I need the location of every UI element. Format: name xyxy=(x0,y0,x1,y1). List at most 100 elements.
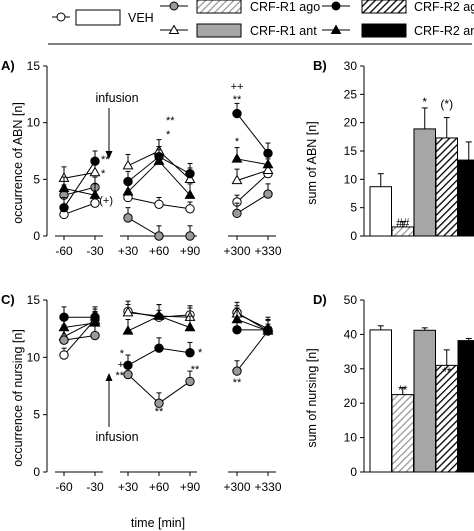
data-point xyxy=(184,321,196,332)
bar-4 xyxy=(457,159,474,237)
series-line xyxy=(127,160,191,196)
infusion-label-top: infusion xyxy=(95,91,138,105)
annotation-c-1: + xyxy=(118,359,124,371)
annotation-a-2: ** xyxy=(166,115,175,127)
y-tick-label: 50 xyxy=(344,293,358,307)
data-point xyxy=(185,231,195,241)
legend-r2ago-label: CRF-R2 ago xyxy=(414,0,474,14)
x-tick-label: -30 xyxy=(86,480,104,494)
y-tick-label: 20 xyxy=(344,396,358,410)
annotation-c-3: ** xyxy=(155,406,164,418)
data-point xyxy=(89,166,101,177)
y-tick-label: 10 xyxy=(344,431,358,445)
infusion-arrowhead-top-icon xyxy=(105,151,113,159)
annotation-c-5: ** xyxy=(191,364,200,376)
data-point xyxy=(122,159,134,170)
annotation-a-4: (+) xyxy=(99,195,113,207)
legend-r1ago-marker-icon xyxy=(169,1,179,11)
annotation-c-4: * xyxy=(198,347,203,359)
data-point xyxy=(263,189,273,199)
y-tick-label: 15 xyxy=(27,293,41,307)
series-r2ant xyxy=(58,304,274,335)
series-r2ant xyxy=(58,147,274,199)
data-point xyxy=(231,152,243,163)
legend-veh-label: VEH xyxy=(128,11,154,25)
x-tick-label: -60 xyxy=(55,480,73,494)
series-line xyxy=(63,187,96,196)
bar-3 xyxy=(435,137,458,237)
panel-b-plot: 0 5 10 15 20 25 30 xyxy=(344,59,474,243)
y-tick-label: 30 xyxy=(344,362,358,376)
data-point xyxy=(89,189,101,199)
data-point xyxy=(122,306,134,317)
legend-r2ago-marker-icon xyxy=(331,1,341,11)
series-line xyxy=(236,113,269,154)
data-point xyxy=(89,316,101,327)
data-point xyxy=(184,189,196,199)
data-point xyxy=(262,158,274,169)
data-point xyxy=(90,156,100,166)
data-point xyxy=(185,348,195,358)
data-point xyxy=(154,343,164,353)
panel-a-plot: 0 5 10 15 -60 -30 +30 +60 +90 +300 +330 xyxy=(27,59,282,258)
data-point xyxy=(154,231,164,241)
x-tick-label: -60 xyxy=(55,244,73,258)
series-line xyxy=(63,335,96,341)
data-point xyxy=(59,335,69,345)
annotation-d-1: ** xyxy=(442,365,452,379)
x-tick-label: +60 xyxy=(149,480,170,494)
legend-r1ant-marker-icon xyxy=(168,24,180,34)
data-point xyxy=(185,376,195,387)
data-point xyxy=(58,182,70,193)
series-line xyxy=(63,319,96,356)
legend-r2ant-label: CRF-R2 ant xyxy=(414,24,474,38)
series-r1ago xyxy=(59,320,273,408)
x-tick-label: +330 xyxy=(254,244,281,258)
data-point xyxy=(90,198,100,208)
annotation-b-2: (*) xyxy=(440,97,453,111)
bar-2 xyxy=(413,329,436,473)
legend-r1ant-label: CRF-R1 ant xyxy=(250,24,317,38)
xaxis-title: time [min] xyxy=(131,516,185,530)
y-tick-label: 0 xyxy=(350,465,357,479)
legend: VEH CRF-R1 ago CRF-R1 ant CRF-R2 ago CRF… xyxy=(48,0,474,45)
series-line xyxy=(236,169,269,181)
series-line xyxy=(63,322,96,329)
data-point xyxy=(123,360,133,371)
data-point xyxy=(232,325,242,335)
y-tick-label: 0 xyxy=(33,465,40,479)
y-tick-label: 0 xyxy=(33,229,40,243)
y-tick-label: 30 xyxy=(344,59,358,73)
x-tick-label: -30 xyxy=(86,244,104,258)
annotation-a-1: * xyxy=(101,168,106,180)
series-line xyxy=(236,313,269,330)
series-line xyxy=(236,330,269,372)
data-point xyxy=(232,366,242,376)
x-tick-label: +300 xyxy=(223,244,250,258)
y-tick-label: 40 xyxy=(344,327,358,341)
annotation-c-2: ** xyxy=(115,370,124,382)
bar-0 xyxy=(369,186,392,237)
legend-veh-swatch xyxy=(75,9,121,26)
x-tick-label: +90 xyxy=(180,244,201,258)
series-line xyxy=(236,319,269,332)
annotation-a-7: * xyxy=(235,136,240,148)
data-point xyxy=(232,208,242,219)
data-point xyxy=(123,213,133,223)
y-tick-label: 10 xyxy=(27,350,41,364)
data-point xyxy=(59,202,69,213)
data-point xyxy=(90,330,100,341)
legend-veh-marker-icon xyxy=(56,12,66,22)
legend-r1ago-label: CRF-R1 ago xyxy=(250,0,320,14)
data-point xyxy=(122,185,134,196)
panel-b-label: B) xyxy=(313,58,327,73)
y-tick-label: 15 xyxy=(344,144,358,158)
y-tick-label: 20 xyxy=(344,116,358,130)
y-tick-label: 10 xyxy=(27,116,41,130)
x-tick-label: +30 xyxy=(118,480,139,494)
data-point xyxy=(184,173,196,184)
series-line xyxy=(63,202,96,215)
annotation-d-0: ** xyxy=(398,383,408,397)
series-veh xyxy=(59,166,273,220)
